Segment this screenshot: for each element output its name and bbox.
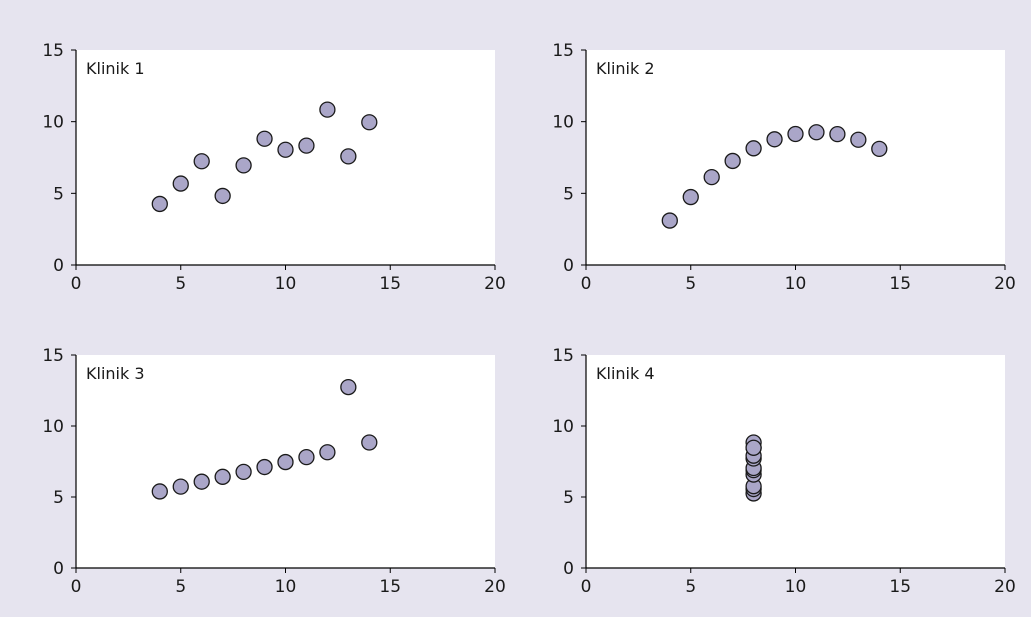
data-point <box>787 125 804 143</box>
data-point <box>745 439 762 456</box>
x-tick-label: 15 <box>889 577 911 597</box>
panel-title: Klinik 3 <box>86 364 145 383</box>
data-point <box>340 378 357 396</box>
y-tick-label: 10 <box>42 113 64 133</box>
data-point <box>277 453 294 471</box>
x-tick-label: 10 <box>785 577 807 597</box>
data-point <box>319 444 336 461</box>
data-point <box>661 212 678 229</box>
y-tick-label: 10 <box>552 417 574 437</box>
data-point <box>193 153 210 170</box>
x-tick-label: 5 <box>175 274 186 294</box>
plot-area <box>586 50 1005 265</box>
data-point <box>277 141 294 158</box>
x-tick-label: 20 <box>994 577 1016 597</box>
scatter-panel-3: 0 5 10 15 20 0 5 10 15 Klinik 3 <box>42 346 505 597</box>
data-point <box>361 434 378 451</box>
data-point <box>151 195 168 213</box>
data-point <box>214 187 231 205</box>
y-tick-label: 5 <box>563 184 574 204</box>
y-tick-label: 0 <box>563 559 574 579</box>
y-tick-label: 15 <box>42 346 64 366</box>
x-tick-label: 0 <box>581 577 592 597</box>
data-point <box>361 114 378 131</box>
x-tick-label: 20 <box>484 274 506 294</box>
x-tick-label: 0 <box>71 274 82 294</box>
panel-title: Klinik 1 <box>86 59 145 78</box>
x-tick-label: 0 <box>71 577 82 597</box>
data-point <box>235 157 252 174</box>
data-point <box>340 148 357 165</box>
y-tick-label: 5 <box>563 488 574 508</box>
data-point <box>172 175 189 192</box>
y-tick-label: 15 <box>42 41 64 61</box>
data-point <box>319 101 336 118</box>
data-point <box>298 137 315 154</box>
data-point <box>298 448 315 466</box>
x-tick-label: 0 <box>581 274 592 294</box>
x-tick-label: 10 <box>275 577 297 597</box>
x-tick-label: 10 <box>275 274 297 294</box>
data-point <box>256 458 273 476</box>
data-point <box>808 124 825 141</box>
data-point <box>766 131 783 148</box>
panels: 0 5 10 15 20 0 5 10 15 Klinik 1 0 5 10 15 20 0 5 10 15 Klin… <box>42 41 1015 597</box>
data-point <box>256 130 273 147</box>
x-tick-label: 20 <box>994 274 1016 294</box>
x-tick-label: 15 <box>889 274 911 294</box>
y-tick-label: 0 <box>53 559 64 579</box>
data-point <box>682 188 699 206</box>
data-point <box>151 483 168 500</box>
data-point <box>745 140 762 157</box>
data-point <box>214 468 231 485</box>
x-tick-label: 15 <box>379 274 401 294</box>
data-point <box>172 478 189 495</box>
scatter-panel-1: 0 5 10 15 20 0 5 10 15 Klinik 1 <box>42 41 505 294</box>
data-point <box>235 463 252 481</box>
x-tick-label: 5 <box>685 577 696 597</box>
y-tick-label: 10 <box>42 417 64 437</box>
y-tick-label: 0 <box>53 256 64 276</box>
plot-area <box>586 355 1005 568</box>
y-tick-label: 5 <box>53 488 64 508</box>
data-point <box>703 168 720 186</box>
y-tick-label: 0 <box>563 256 574 276</box>
y-tick-label: 5 <box>53 184 64 204</box>
x-tick-label: 5 <box>175 577 186 597</box>
y-tick-label: 15 <box>552 41 574 61</box>
y-tick-label: 15 <box>552 346 574 366</box>
y-tick-label: 10 <box>552 113 574 133</box>
scatter-panel-2: 0 5 10 15 20 0 5 10 15 Klinik 2 <box>552 41 1015 294</box>
x-tick-label: 20 <box>484 577 506 597</box>
x-tick-label: 10 <box>785 274 807 294</box>
data-point <box>193 473 210 490</box>
x-tick-label: 15 <box>379 577 401 597</box>
data-point <box>850 131 867 148</box>
data-point <box>724 152 741 170</box>
x-tick-label: 5 <box>685 274 696 294</box>
data-point <box>829 125 846 143</box>
data-point <box>871 140 888 158</box>
panel-title: Klinik 2 <box>596 59 655 78</box>
scatter-panel-4: 0 5 10 15 20 0 5 10 15 Klinik 4 <box>552 346 1015 597</box>
panel-title: Klinik 4 <box>596 364 655 383</box>
